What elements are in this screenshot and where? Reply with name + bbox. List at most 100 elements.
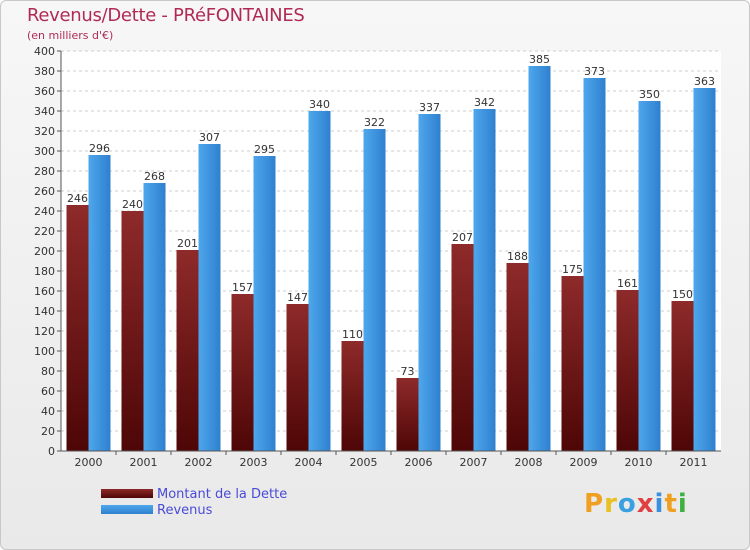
bar-value-label: 337 [419,101,440,114]
proxiti-logo: Proxiti [584,489,688,519]
y-tick-label: 120 [34,325,55,338]
bar-value-label: 350 [639,88,660,101]
y-tick-label: 340 [34,105,55,118]
bar-revenus [253,156,276,451]
logo-letter: P [584,489,605,519]
bar-dette [121,211,144,451]
y-tick-label: 60 [41,385,55,398]
chart-subtitle: (en milliers d'€) [27,29,114,42]
bar-dette [66,205,89,451]
bar-revenus [693,88,716,451]
y-tick-label: 240 [34,205,55,218]
y-tick-label: 180 [34,265,55,278]
bar-value-label: 268 [144,170,165,183]
bar-value-label: 363 [694,75,715,88]
x-tick-label: 2010 [625,456,653,469]
bar-revenus [308,111,331,451]
bar-value-label: 373 [584,65,605,78]
x-tick-label: 2006 [405,456,433,469]
bar-value-label: 175 [562,263,583,276]
logo-letter: r [604,489,618,519]
y-tick-label: 140 [34,305,55,318]
y-tick-label: 220 [34,225,55,238]
bar-dette [286,304,309,451]
bar-value-label: 342 [474,96,495,109]
bar-value-label: 207 [452,231,473,244]
bar-value-label: 110 [342,328,363,341]
bar-revenus [418,114,441,451]
y-tick-label: 20 [41,425,55,438]
logo-letter: i [654,489,665,519]
x-tick-label: 2004 [295,456,323,469]
chart-bars: 246 296 240 268 201 307 157 295 147 340 110 322 73 33… [66,53,716,451]
x-tick-label: 2011 [680,456,708,469]
bar-dette [671,301,694,451]
y-tick-label: 280 [34,165,55,178]
bar-dette [616,290,639,451]
bar-value-label: 188 [507,250,528,263]
legend-swatch-revenus [101,505,153,514]
legend-label-dette: Montant de la Dette [157,487,288,502]
bar-revenus [198,144,221,451]
x-tick-label: 2001 [130,456,158,469]
bar-dette [341,341,364,451]
bar-dette [506,263,529,451]
chart-axes: 0 20 40 60 80 100 120 140 160 180 200 220 240 260 280 3… [34,45,721,469]
x-tick-label: 2003 [240,456,268,469]
y-tick-label: 300 [34,145,55,158]
y-tick-label: 160 [34,285,55,298]
bar-dette [451,244,474,451]
bar-value-label: 201 [177,237,198,250]
y-tick-label: 100 [34,345,55,358]
y-tick-label: 200 [34,245,55,258]
y-tick-label: 380 [34,65,55,78]
bar-revenus [363,129,386,451]
bar-dette [561,276,584,451]
bar-revenus [143,183,166,451]
bar-value-label: 246 [67,192,88,205]
x-tick-label: 2002 [185,456,213,469]
bar-value-label: 340 [309,98,330,111]
bar-revenus [528,66,551,451]
bar-value-label: 150 [672,288,693,301]
logo-letter: t [664,489,678,519]
logo-letter: i [677,489,688,519]
bar-revenus [583,78,606,451]
chart-grid [61,50,721,452]
chart-title: Revenus/Dette - PRéFONTAINES [27,5,305,26]
x-tick-label: 2009 [570,456,598,469]
bar-dette [396,378,419,451]
x-tick-label: 2000 [75,456,103,469]
x-tick-label: 2008 [515,456,543,469]
bar-revenus [473,109,496,451]
bar-value-label: 307 [199,131,220,144]
bar-value-label: 385 [529,53,550,66]
legend-swatch-dette [101,489,153,498]
y-tick-label: 320 [34,125,55,138]
bar-dette [231,294,254,451]
y-tick-label: 0 [48,445,55,458]
bar-revenus [88,155,111,451]
bar-value-label: 295 [254,143,275,156]
bar-revenus [638,101,661,451]
y-tick-label: 80 [41,365,55,378]
bar-value-label: 240 [122,198,143,211]
y-tick-label: 400 [34,45,55,58]
logo-letter: o [617,489,637,519]
bar-value-label: 161 [617,277,638,290]
bar-value-label: 157 [232,281,253,294]
x-tick-label: 2007 [460,456,488,469]
bar-value-label: 147 [287,291,308,304]
y-tick-label: 260 [34,185,55,198]
y-tick-label: 40 [41,405,55,418]
bar-value-label: 73 [401,365,415,378]
legend-label-revenus: Revenus [157,503,213,518]
bar-value-label: 296 [89,142,110,155]
y-tick-label: 360 [34,85,55,98]
logo-letter: x [636,489,655,519]
x-tick-label: 2005 [350,456,378,469]
bar-dette [176,250,199,451]
bar-value-label: 322 [364,116,385,129]
